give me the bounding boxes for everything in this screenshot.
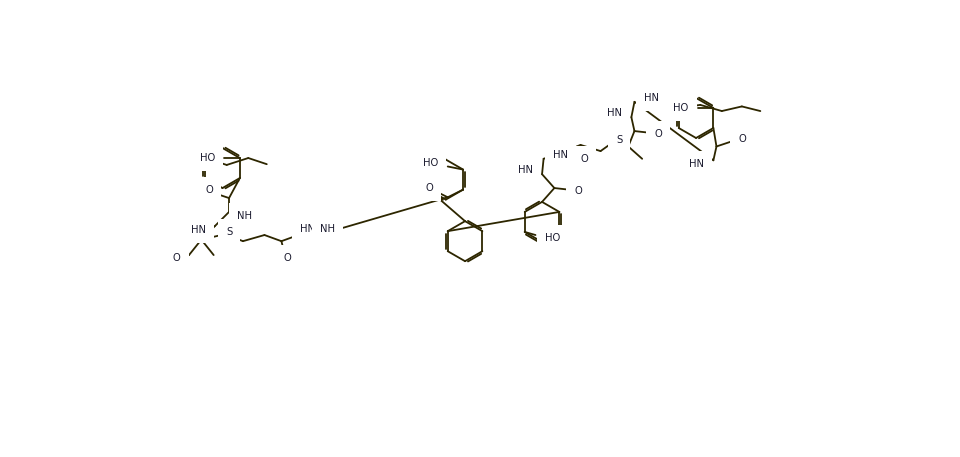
Text: O: O [284,253,292,263]
Text: HO: HO [674,103,688,113]
Text: O: O [173,253,180,263]
Text: O: O [655,129,662,139]
Text: O: O [425,183,433,193]
Text: HN: HN [644,93,659,103]
Text: HN: HN [517,165,533,175]
Text: S: S [616,135,622,145]
Text: NH: NH [320,224,335,234]
Text: HO: HO [200,153,215,163]
Text: HN: HN [191,225,206,234]
Text: HN: HN [300,224,315,234]
Text: S: S [226,227,232,237]
Text: O: O [581,154,588,164]
Text: HN: HN [689,159,704,169]
Text: O: O [738,134,746,144]
Text: HN: HN [607,108,622,118]
Text: HO: HO [423,159,439,169]
Text: O: O [205,186,213,195]
Text: HO: HO [544,233,560,243]
Text: HN: HN [553,150,567,160]
Text: NH: NH [237,211,252,221]
Text: O: O [574,186,582,196]
